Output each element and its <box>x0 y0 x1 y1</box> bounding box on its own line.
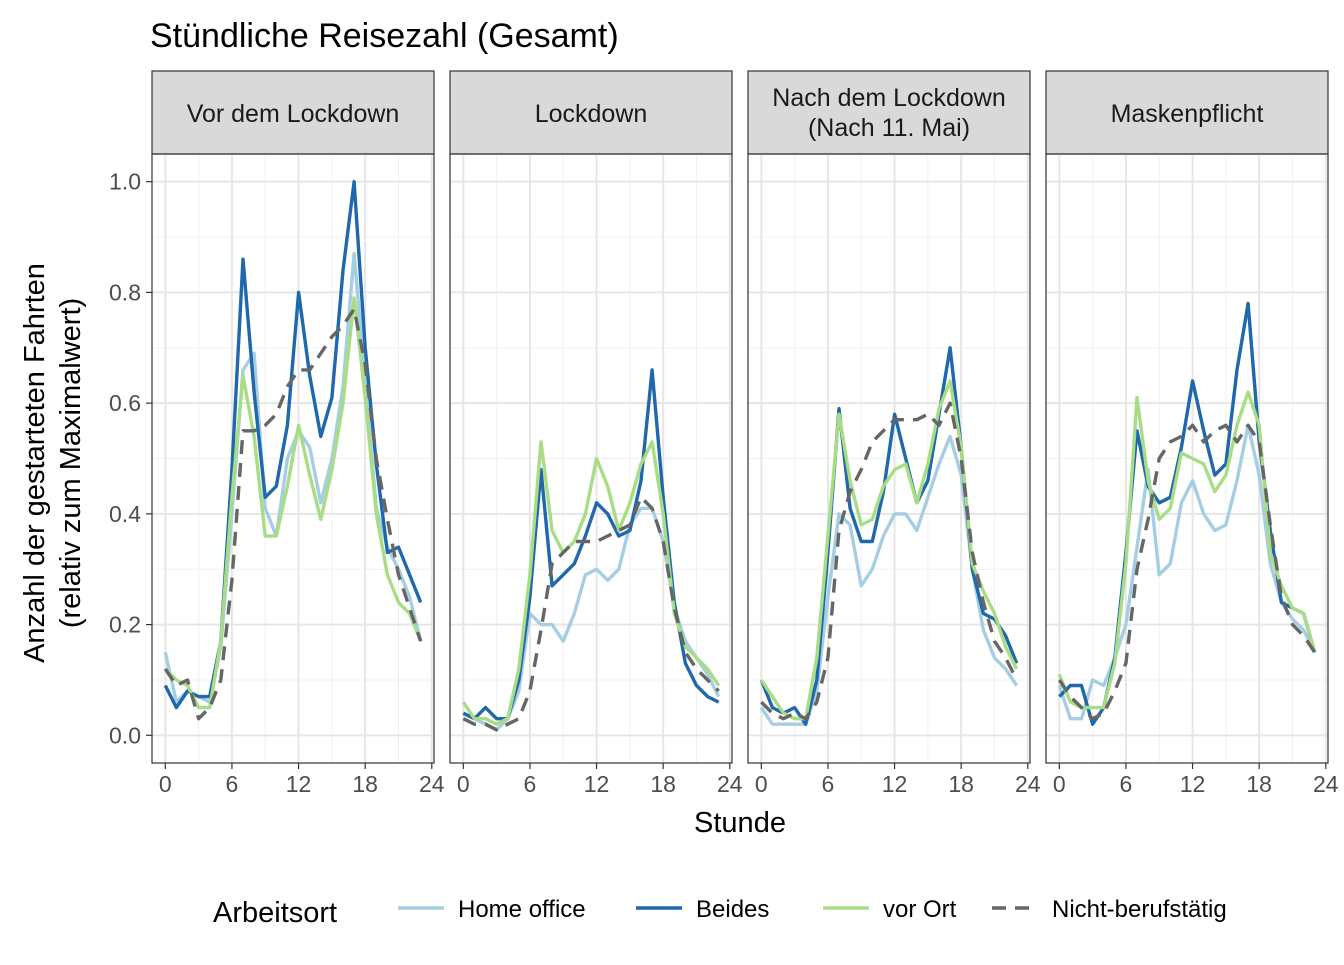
facet-strip-label: Nach dem Lockdown <box>772 84 1005 112</box>
y-tick-label: 0.6 <box>109 390 141 416</box>
panel-border <box>449 153 733 764</box>
x-tick-label: 6 <box>226 771 239 797</box>
y-tick-label: 0.4 <box>109 501 141 527</box>
x-tick-label: 24 <box>1313 771 1339 797</box>
y-tick-label: 1.0 <box>109 169 141 195</box>
chart-title: Stündliche Reisezahl (Gesamt) <box>150 17 619 55</box>
x-tick-label: 18 <box>948 771 974 797</box>
series-line <box>1057 423 1317 721</box>
x-tick-label: 12 <box>584 771 610 797</box>
x-tick-label: 12 <box>286 771 312 797</box>
legend-item: Home office <box>398 896 586 923</box>
series-line <box>759 346 1019 726</box>
y-axis-title: Anzahl der gestarteten Fahrten (relativ … <box>19 263 87 663</box>
facet-panel: Lockdown 0 6 12 18 24 <box>449 70 743 797</box>
facet-strip <box>1045 70 1329 155</box>
x-tick-label: 6 <box>524 771 537 797</box>
x-tick-label: 18 <box>352 771 378 797</box>
series-line <box>1057 423 1317 721</box>
legend-label: Home office <box>458 896 586 923</box>
y-tick-label: 0.0 <box>109 722 141 748</box>
series-line <box>164 296 423 710</box>
x-tick-label: 18 <box>650 771 676 797</box>
series-line <box>461 440 721 726</box>
panel-border <box>1045 153 1329 764</box>
legend-label: vor Ort <box>883 896 957 923</box>
legend-item: Beides <box>636 896 769 923</box>
panel-border <box>747 153 1031 764</box>
series-line <box>462 506 721 732</box>
facet-strip-label: Vor dem Lockdown <box>187 100 400 128</box>
x-tick-label: 6 <box>1120 771 1133 797</box>
series-line <box>759 379 1019 721</box>
facet-panel: Maskenpflicht 0 6 12 18 24 <box>1045 70 1339 797</box>
facet-strip-label: (Nach 11. Mai) <box>808 114 970 142</box>
series-line <box>1057 390 1317 710</box>
series-line <box>462 368 720 721</box>
x-tick-label: 24 <box>1015 771 1041 797</box>
x-tick-label: 24 <box>419 771 445 797</box>
panel-border <box>151 153 435 764</box>
legend-label: Beides <box>696 896 769 923</box>
y-tick-label: 0.8 <box>109 279 141 305</box>
x-tick-label: 24 <box>717 771 743 797</box>
series-line <box>462 495 720 732</box>
facet-strip <box>747 70 1031 155</box>
facet-strip-label: Lockdown <box>535 100 648 128</box>
x-tick-label: 12 <box>1180 771 1206 797</box>
facet-strip <box>449 70 733 155</box>
series-line <box>163 251 423 704</box>
facet-panel: Vor dem Lockdown 0 6 12 18 24 <box>151 70 445 797</box>
x-axis-title: Stunde <box>694 807 786 839</box>
x-tick-label: 0 <box>755 771 768 797</box>
legend-item: Nicht-berufstätig <box>992 896 1227 923</box>
x-tick-label: 0 <box>159 771 172 797</box>
series-line <box>163 307 423 721</box>
x-tick-label: 0 <box>457 771 470 797</box>
x-tick-label: 6 <box>822 771 835 797</box>
y-axis-title-line1: Anzahl der gestarteten Fahrten <box>19 263 51 663</box>
legend-title: Arbeitsort <box>213 897 337 929</box>
series-line <box>760 401 1019 721</box>
series-line <box>163 179 423 710</box>
panels: 0.0 0.2 0.4 0.6 0.8 1.0 Vor dem Lockdown 0 6 12 18… <box>109 70 1339 797</box>
x-tick-label: 12 <box>882 771 908 797</box>
y-tick-label: 0.2 <box>109 612 141 638</box>
x-tick-label: 0 <box>1053 771 1066 797</box>
facet-strip-label: Maskenpflicht <box>1111 100 1264 128</box>
facet-panel: Nach dem Lockdown(Nach 11. Mai) 0 6 12 18 24 <box>747 70 1041 797</box>
legend-label: Nicht-berufstätig <box>1052 896 1227 923</box>
legend-item: vor Ort <box>823 896 957 923</box>
y-axis-title-line2: (relativ zum Maximalwert) <box>55 298 87 628</box>
legend-items: Home office Beides vor Ort Nicht-berufstäti… <box>398 896 1227 923</box>
legend: Arbeitsort Home office Beides vor Ort Nicht… <box>213 896 1227 929</box>
x-tick-label: 18 <box>1246 771 1272 797</box>
